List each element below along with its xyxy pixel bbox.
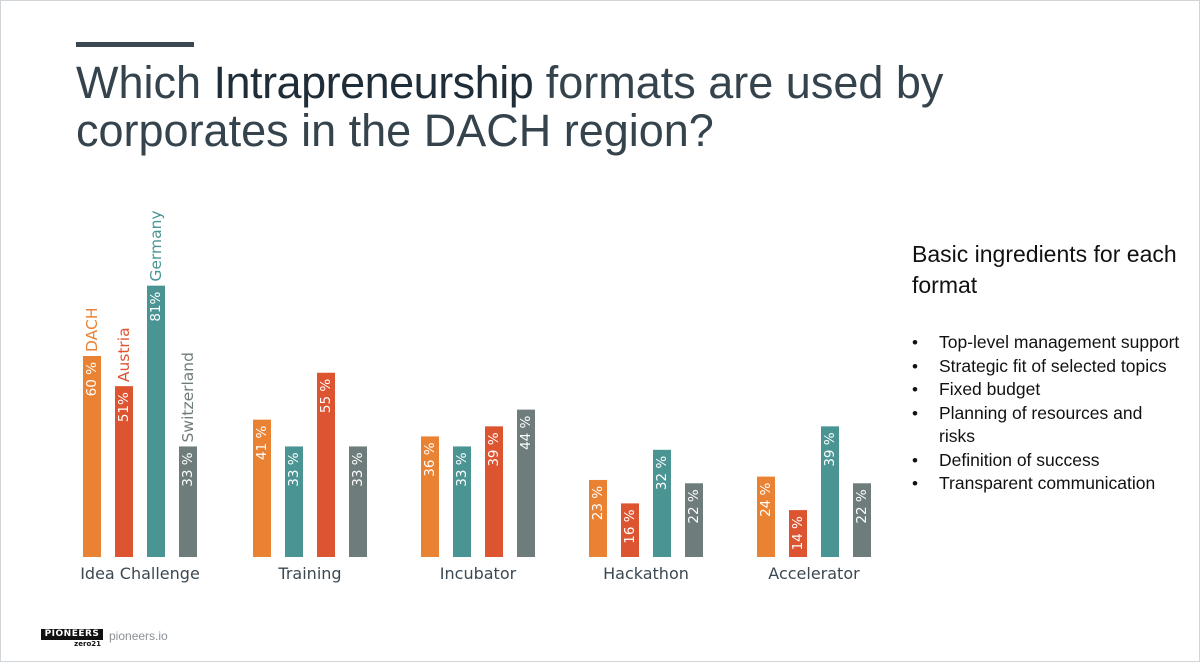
page-title: Which Intrapreneurship formats are used … — [76, 59, 996, 155]
value-label: 22 % — [686, 489, 702, 523]
title-emphasis: Intrapreneurship — [213, 57, 534, 108]
value-label: 32 % — [654, 456, 670, 490]
title-suffix: formats are used by corporates in the DA… — [76, 57, 944, 156]
category-label: Accelerator — [768, 564, 860, 583]
logo-main-text: PIONEERS — [41, 629, 103, 640]
value-label: 55 % — [318, 379, 334, 413]
bar-dach-accelerator — [757, 476, 775, 557]
legend-germany: Germany — [147, 210, 165, 281]
title-prefix: Which — [76, 57, 214, 108]
value-label: 39 % — [486, 432, 502, 466]
bar-germany-accelerator — [821, 426, 839, 557]
logo-sub-text: zero21 — [74, 640, 101, 648]
category-label: Hackathon — [603, 564, 689, 583]
bar-dach-hackathon — [589, 479, 607, 557]
ingredient-item: Definition of success — [912, 449, 1182, 473]
legend-dach: DACH — [83, 308, 101, 352]
value-label: 81% — [148, 291, 164, 321]
legend-austria: Austria — [115, 327, 133, 382]
bar-chart: 60 % DACH 51% Austria 81% Germany 33 % Switzerl… — [80, 210, 871, 583]
ingredients-list: Top-level management support Strategic f… — [912, 331, 1182, 496]
pioneers-logo[interactable]: PIONEERS zero21 — [41, 629, 103, 649]
bar-austria-accelerator — [789, 510, 807, 557]
title-rule — [76, 42, 194, 47]
value-label: 60 % — [84, 362, 100, 396]
value-label: 22 % — [854, 489, 870, 523]
bar-austria-incubator — [485, 426, 503, 557]
ingredient-item: Transparent communication — [912, 472, 1182, 496]
value-label: 33 % — [180, 452, 196, 486]
bar-switzerland-accelerator — [853, 483, 871, 557]
value-label: 24 % — [758, 482, 774, 516]
value-label: 14 % — [790, 516, 806, 550]
footer-url-link[interactable]: pioneers.io — [109, 629, 168, 643]
value-label: 51% — [116, 392, 132, 422]
value-label: 36 % — [422, 442, 438, 476]
value-label: 39 % — [822, 432, 838, 466]
bar-germany-training — [285, 446, 303, 557]
category-label: Idea Challenge — [80, 564, 200, 583]
bar-dach-incubator — [421, 436, 439, 557]
value-label: 33 % — [454, 452, 470, 486]
value-label: 41 % — [254, 425, 270, 459]
bar-austria-training — [317, 372, 335, 557]
value-label: 16 % — [622, 509, 638, 543]
category-label: Training — [277, 564, 341, 583]
value-label: 33 % — [286, 452, 302, 486]
bar-germany-idea-challenge — [147, 285, 165, 557]
bar-switzerland-hackathon — [685, 483, 703, 557]
ingredient-item: Fixed budget — [912, 378, 1182, 402]
ingredient-item: Strategic fit of selected topics — [912, 355, 1182, 379]
legend-switzerland: Switzerland — [179, 352, 197, 442]
bar-switzerland-idea-challenge — [179, 446, 197, 557]
bar-austria-hackathon — [621, 503, 639, 557]
category-label: Incubator — [440, 564, 517, 583]
bar-dach-training — [253, 419, 271, 557]
bar-switzerland-incubator — [517, 409, 535, 557]
value-label: 44 % — [518, 415, 534, 449]
ingredients-heading: Basic ingredients for each format — [912, 241, 1177, 298]
bar-germany-incubator — [453, 446, 471, 557]
ingredient-item: Top-level management support — [912, 331, 1182, 355]
bar-switzerland-training — [349, 446, 367, 557]
ingredient-item: Planning of resources and risks — [912, 402, 1182, 449]
bar-germany-hackathon — [653, 449, 671, 557]
value-label: 33 % — [350, 452, 366, 486]
value-label: 23 % — [590, 486, 606, 520]
bar-austria-idea-challenge — [115, 386, 133, 557]
bar-dach-idea-challenge — [83, 356, 101, 557]
ingredients-panel: Basic ingredients for each format Top-le… — [912, 239, 1182, 496]
